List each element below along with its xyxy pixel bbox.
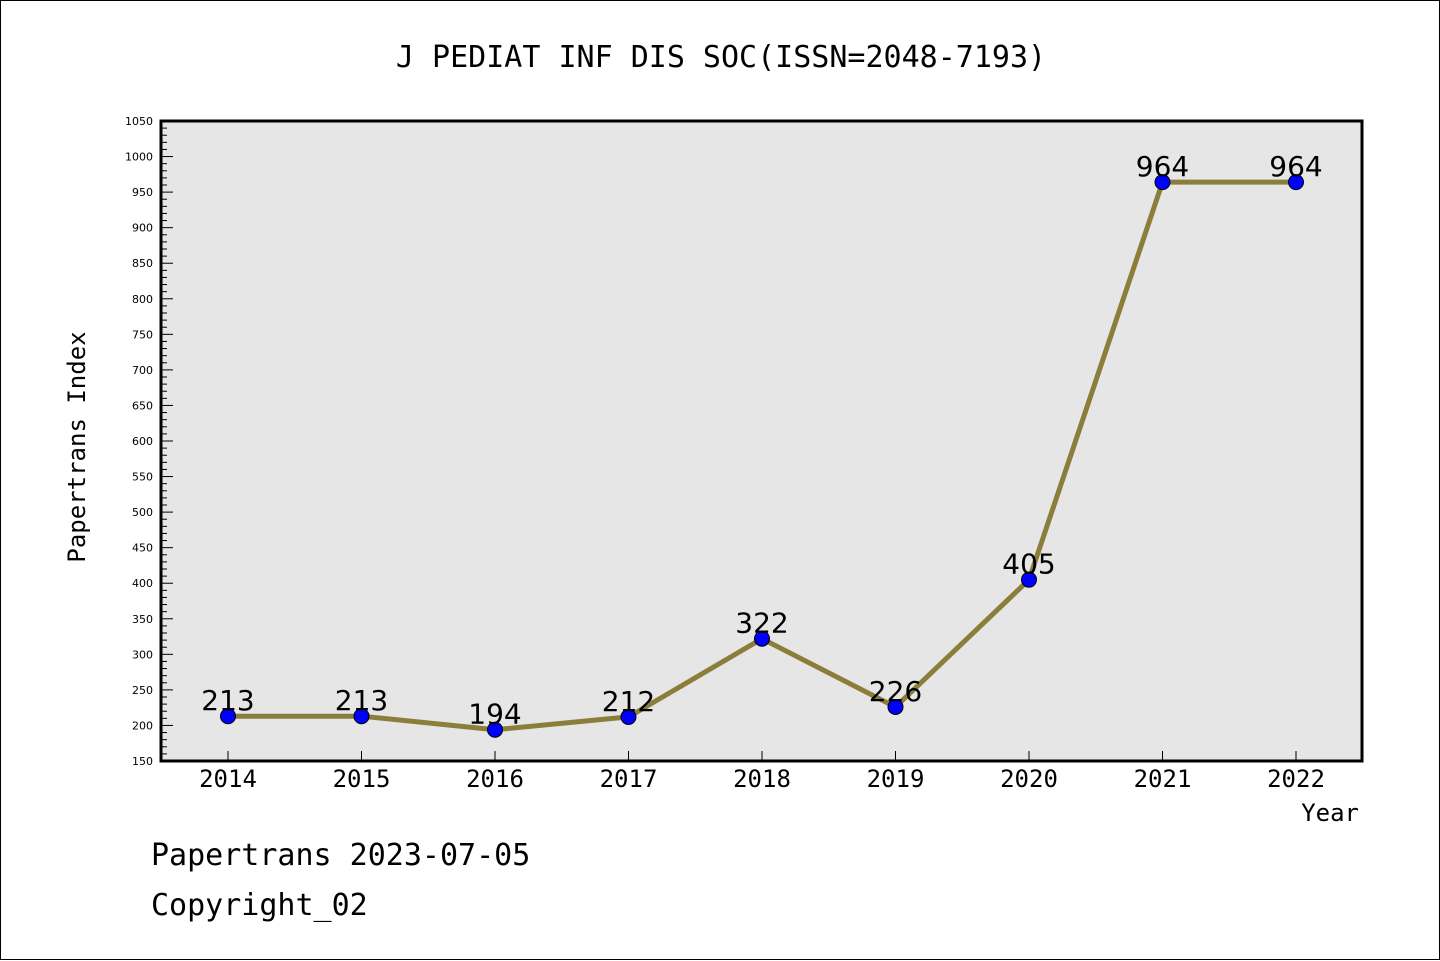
data-label: 322 <box>735 607 788 640</box>
y-tick-label: 200 <box>132 719 153 732</box>
y-axis-title: Papertrans Index <box>63 331 91 562</box>
y-tick-label: 500 <box>132 506 153 519</box>
y-tick-label: 550 <box>132 471 153 484</box>
x-tick-label: 2021 <box>1134 765 1192 793</box>
x-tick-label: 2020 <box>1000 765 1058 793</box>
y-tick-label: 250 <box>132 684 153 697</box>
footer-copyright: Copyright_02 <box>151 888 368 923</box>
x-tick-label: 2018 <box>733 765 791 793</box>
data-label: 226 <box>869 675 922 708</box>
data-label: 213 <box>201 684 254 717</box>
x-tick-label: 2016 <box>466 765 524 793</box>
y-tick-label: 350 <box>132 613 153 626</box>
y-tick-label: 950 <box>132 186 153 199</box>
data-label: 405 <box>1002 548 1055 581</box>
x-tick-label: 2017 <box>600 765 658 793</box>
data-point <box>353 708 370 725</box>
x-tick-label: 2014 <box>199 765 257 793</box>
data-label: 964 <box>1269 150 1322 183</box>
data-labels-layer: 213 213 194 212 322 226 405 964 964 <box>201 150 1322 731</box>
data-point <box>620 708 637 725</box>
data-label: 194 <box>468 698 521 731</box>
data-point <box>487 721 503 738</box>
y-tick-label: 450 <box>132 542 153 555</box>
y-tick-label: 700 <box>132 364 153 377</box>
data-point <box>1154 174 1171 191</box>
x-axis-title: Year <box>1301 799 1359 827</box>
y-tick-label: 1000 <box>125 151 153 164</box>
y-tick-label: 800 <box>132 293 153 306</box>
x-tick-label: 2015 <box>333 765 391 793</box>
y-tick-label: 400 <box>132 577 153 590</box>
y-tick-label: 900 <box>132 222 153 235</box>
data-point <box>1021 571 1037 588</box>
plot-area <box>159 119 1364 763</box>
footer-date: Papertrans 2023-07-05 <box>151 838 530 873</box>
series-layer <box>220 174 1304 738</box>
y-tick-label: 650 <box>132 399 153 412</box>
data-label: 964 <box>1136 150 1189 183</box>
x-tick-label: 2022 <box>1267 765 1325 793</box>
x-axis: 2014 2015 2016 2017 2018 2019 2020 2021 2022 <box>199 751 1325 793</box>
data-point <box>1288 174 1304 191</box>
y-tick-label: 150 <box>132 755 153 768</box>
x-tick-label: 2019 <box>867 765 925 793</box>
y-tick-label: 1050 <box>125 115 153 128</box>
data-point <box>887 698 904 715</box>
y-tick-label: 300 <box>132 648 153 661</box>
y-tick-label: 600 <box>132 435 153 448</box>
y-axis: 150 200 250 300 350 400 450 500 550 600 650 700 750 8… <box>125 115 173 768</box>
data-point <box>754 630 770 647</box>
chart-title: J PEDIAT INF DIS SOC(ISSN=2048-7193) <box>396 40 1046 75</box>
y-tick-label: 750 <box>132 328 153 341</box>
data-label: 212 <box>602 685 655 718</box>
data-label: 213 <box>335 684 388 717</box>
data-point <box>220 708 236 725</box>
y-tick-label: 850 <box>132 257 153 270</box>
